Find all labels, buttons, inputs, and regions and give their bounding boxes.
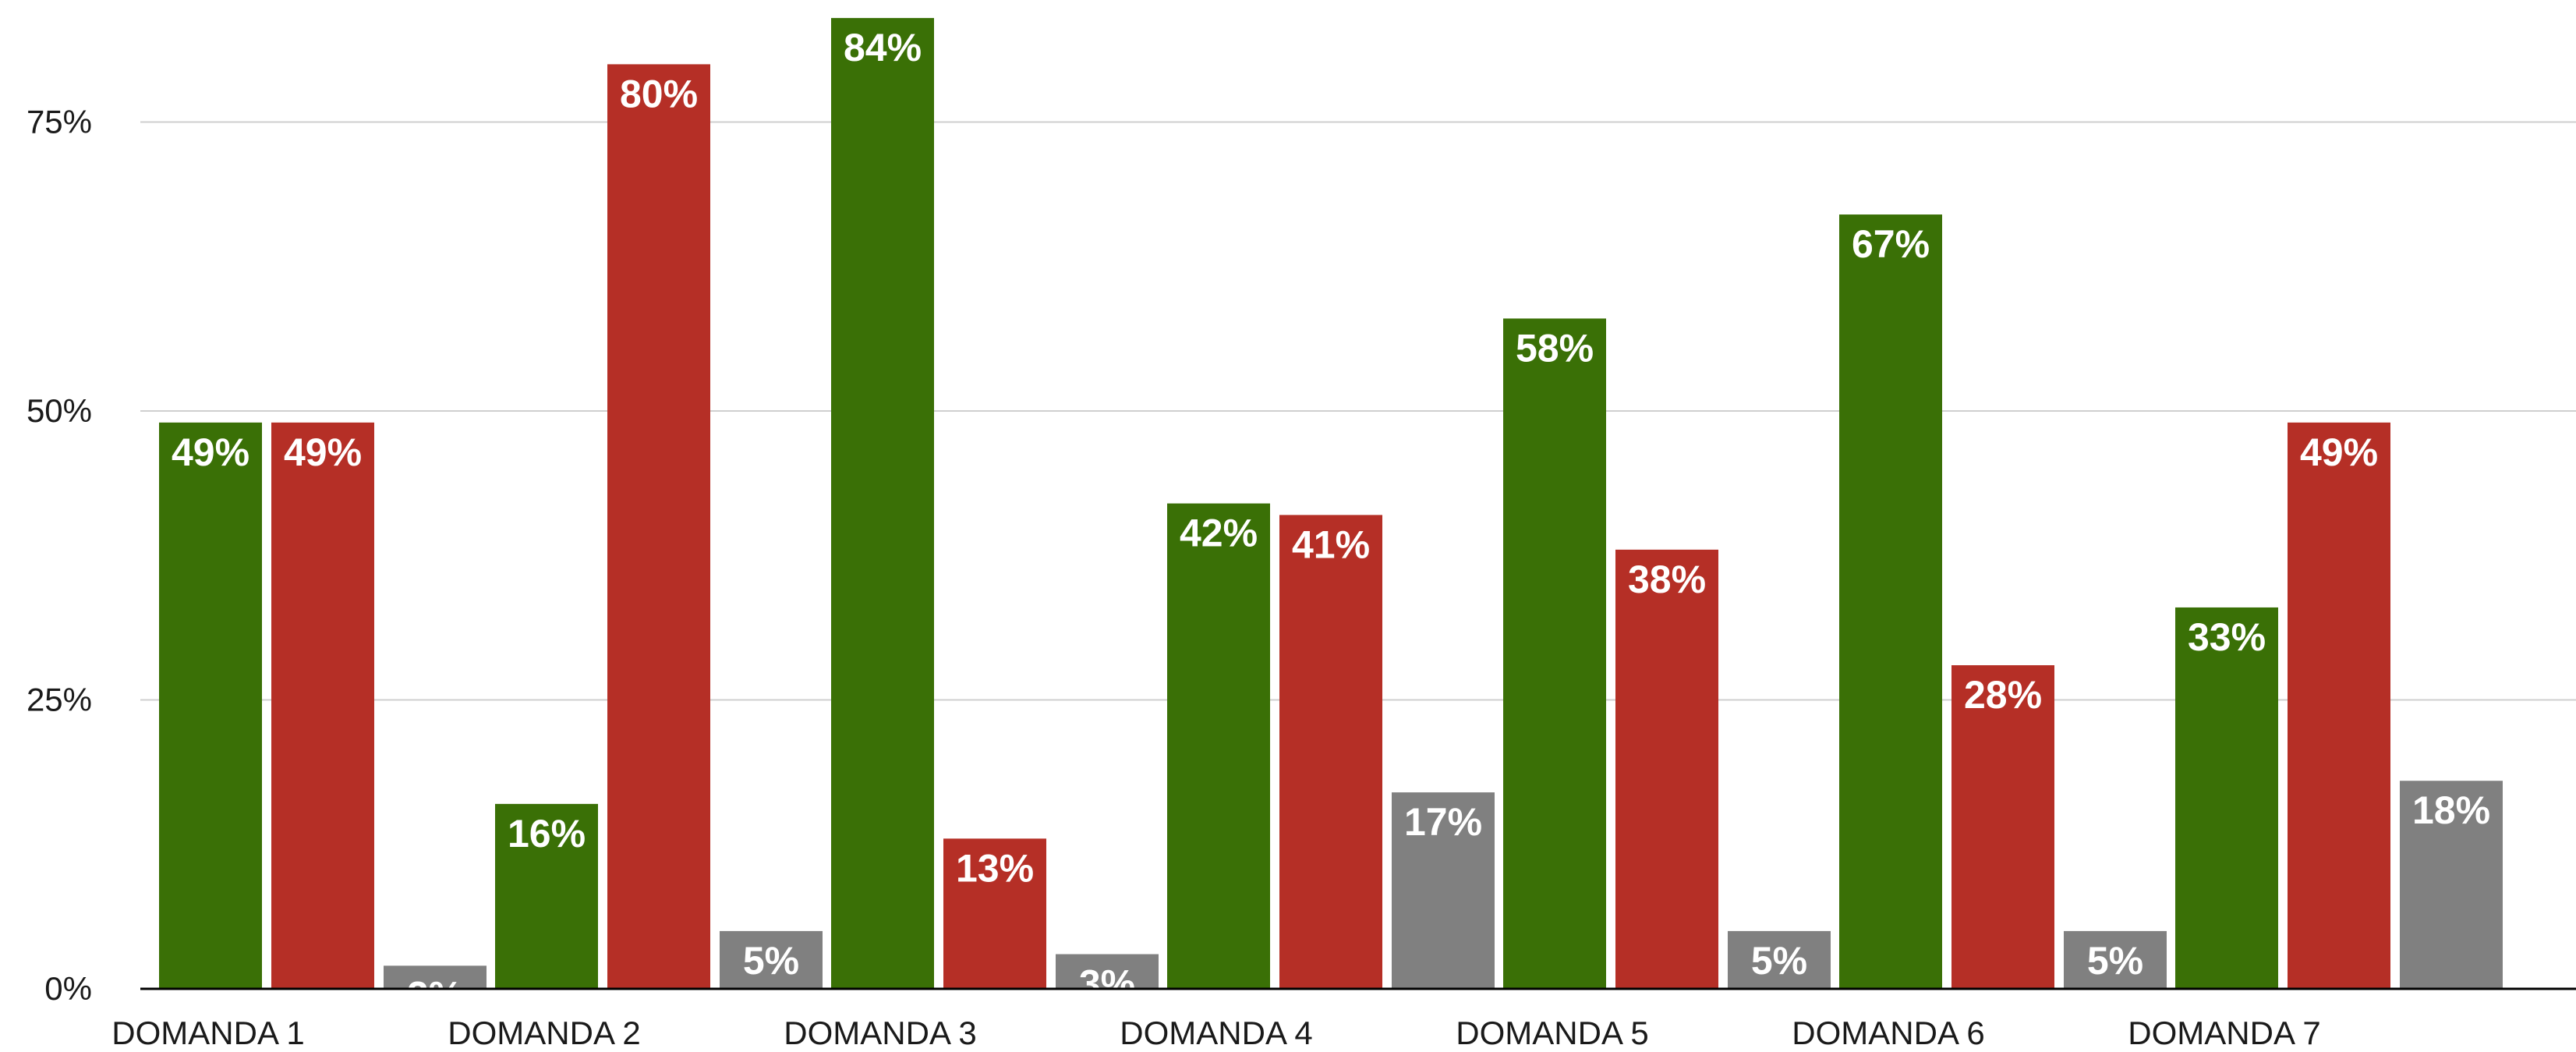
data-label: 80% [620, 72, 698, 115]
data-label: 28% [1964, 673, 2042, 717]
data-label: 67% [1852, 222, 1930, 266]
bar [2400, 781, 2503, 989]
data-label: 3% [1079, 962, 1135, 1006]
data-label: 84% [844, 26, 922, 69]
bar [1279, 515, 1382, 989]
bar [1503, 318, 1606, 989]
bar [943, 838, 1046, 989]
data-label: 2% [407, 973, 463, 1017]
bar [1615, 549, 1718, 989]
bar [384, 965, 487, 989]
data-label: 49% [172, 430, 249, 474]
bar [159, 422, 262, 989]
x-category-label: DOMANDA 4 [1120, 1015, 1312, 1048]
bar [720, 930, 823, 989]
bar [495, 803, 598, 989]
bar [1167, 503, 1270, 989]
bar [1951, 665, 2054, 989]
x-category-label: DOMANDA 1 [111, 1015, 304, 1048]
y-tick-label: 75% [27, 104, 92, 140]
bar [271, 422, 374, 989]
data-label: 16% [508, 812, 586, 855]
data-label: 49% [284, 430, 362, 474]
x-category-label: DOMANDA 5 [1456, 1015, 1648, 1048]
bar [2064, 930, 2167, 989]
data-label: 13% [956, 846, 1034, 890]
data-label: 18% [2412, 788, 2490, 832]
data-label: 49% [2300, 430, 2378, 474]
bar [2288, 422, 2390, 989]
x-category-label: DOMANDA 6 [1792, 1015, 1984, 1048]
axis-layer: 0% 25% 50% 75% DOMANDA 1 DOMANDA 2 DOMANDA 3 DO… [27, 104, 2576, 1051]
bar-layer: 49% 49% 2% 16% 80% 5% 84% 13% 3% 42% 41% 17% 58% 38% 5… [159, 18, 2503, 1017]
x-category-label: DOMANDA 3 [784, 1015, 976, 1048]
data-label: 42% [1180, 512, 1258, 555]
data-label: 5% [2087, 939, 2143, 983]
bar [1839, 214, 1942, 989]
bar [1392, 792, 1495, 989]
data-label: 38% [1628, 558, 1706, 601]
y-tick-label: 25% [27, 682, 92, 718]
data-label: 17% [1404, 800, 1482, 844]
x-category-label: DOMANDA 2 [448, 1015, 640, 1048]
bar [2175, 607, 2278, 989]
data-label: 33% [2188, 615, 2266, 659]
data-label: 5% [1751, 939, 1807, 983]
data-label: 58% [1516, 326, 1594, 370]
data-label: 41% [1292, 522, 1370, 566]
y-tick-label: 0% [44, 970, 92, 1007]
bar [831, 18, 934, 990]
y-tick-label: 50% [27, 392, 92, 429]
x-category-label: DOMANDA 7 [2128, 1015, 2320, 1048]
bar [1728, 930, 1831, 989]
bar [1056, 954, 1159, 989]
data-label: 5% [743, 939, 799, 983]
bar [607, 64, 710, 989]
